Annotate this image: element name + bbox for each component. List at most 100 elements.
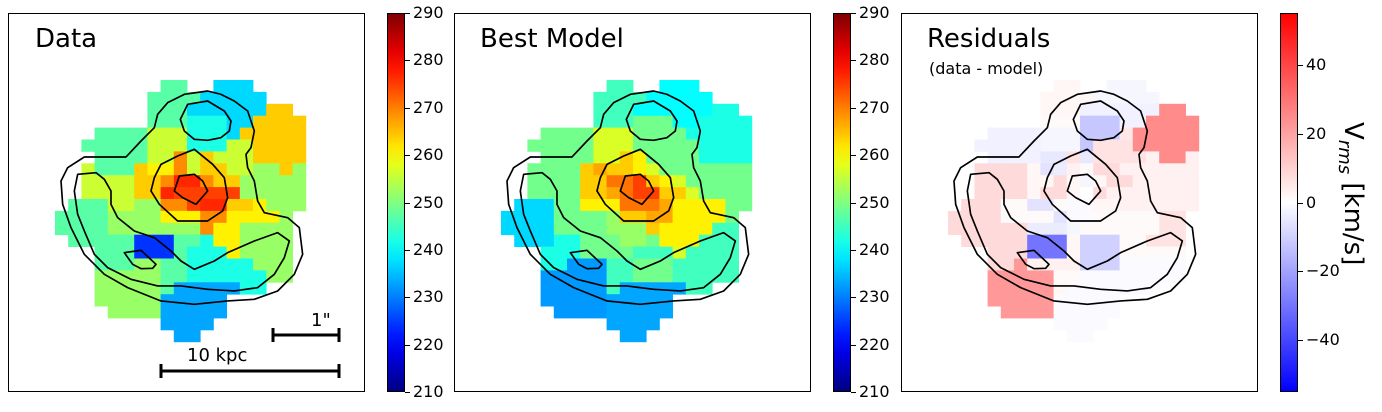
heatmap-cell <box>1000 139 1015 152</box>
heatmap-cell <box>619 318 634 331</box>
heatmap-cell <box>94 127 109 140</box>
heatmap-cell <box>593 139 607 152</box>
heatmap-cell <box>226 151 241 164</box>
heatmap-cell <box>725 163 739 176</box>
heatmap-cell <box>1119 258 1134 271</box>
heatmap-cell <box>540 234 555 247</box>
heatmap-cell <box>987 270 1002 283</box>
heatmap-cell <box>606 258 621 271</box>
heatmap-cell <box>540 139 555 152</box>
heatmap-cell <box>1172 151 1186 164</box>
heatmap-cell <box>187 139 201 152</box>
heatmap-cell <box>1053 151 1068 164</box>
heatmap-cell <box>213 294 227 307</box>
heatmap-cell <box>160 294 175 307</box>
heatmap-cell <box>567 127 581 140</box>
heatmap-cell <box>134 246 148 259</box>
arcsec-scalebar-label: 1" <box>311 310 331 331</box>
heatmap-cell <box>1080 175 1094 188</box>
heatmap-cell <box>213 258 227 271</box>
heatmap-cell <box>200 318 214 331</box>
heatmap-cell <box>619 151 634 164</box>
panel-title: Residuals <box>927 24 1051 54</box>
colorbar-tick-label: 290 <box>413 3 444 22</box>
heatmap-cell <box>633 222 647 236</box>
heatmap-cell <box>1119 103 1134 117</box>
heatmap-cell <box>633 318 647 331</box>
heatmap-cell <box>567 234 581 247</box>
heatmap-cell <box>1159 199 1173 212</box>
heatmap-cell <box>173 246 188 259</box>
heatmap-cell <box>1132 222 1147 236</box>
heatmap-cell <box>1159 222 1173 236</box>
scalebars <box>159 328 341 378</box>
colorbar-tick-mark <box>405 392 410 393</box>
heatmap-cell <box>1040 270 1054 283</box>
colorbar-tick-mark <box>405 344 410 346</box>
heatmap-cell <box>699 210 713 224</box>
heatmap-cell <box>659 270 673 283</box>
heatmap-cell <box>987 234 1002 247</box>
heatmap-cell <box>659 115 673 128</box>
heatmap-cell <box>606 294 621 307</box>
heatmap-cell <box>540 199 555 212</box>
heatmap-cell <box>1053 187 1068 200</box>
heatmap-cell <box>226 175 241 188</box>
heatmap-cell <box>160 246 175 259</box>
heatmap-cell <box>672 187 687 200</box>
heatmap-cell <box>121 139 135 152</box>
heatmap-cell <box>121 306 135 319</box>
heatmap-cell <box>266 234 280 247</box>
panel-subtitle: (data - model) <box>929 59 1044 78</box>
heatmap-cell <box>619 199 634 212</box>
heatmap-cell <box>1119 80 1134 93</box>
heatmap-cell <box>213 270 227 283</box>
heatmap-cell <box>55 222 69 236</box>
heatmap-cell <box>738 199 753 212</box>
heatmap-cell <box>633 234 647 247</box>
heatmap-cell <box>1172 222 1186 236</box>
heatmap-cell <box>68 222 82 236</box>
heatmap-cell <box>1053 175 1068 188</box>
heatmap-cell <box>1040 91 1054 105</box>
heatmap-cell <box>580 139 594 152</box>
heatmap-cell <box>672 210 687 224</box>
heatmap-cell <box>987 199 1002 212</box>
heatmap-cell <box>292 187 307 200</box>
heatmap-cell <box>253 282 267 295</box>
heatmap-cell <box>292 151 307 164</box>
heatmap-cell <box>226 199 241 212</box>
heatmap-cell <box>659 163 673 176</box>
heatmap-cell <box>160 175 175 188</box>
heatmap-cell <box>567 139 581 152</box>
heatmap-cell <box>685 80 700 93</box>
heatmap-cell <box>1185 151 1200 164</box>
heatmap-cell <box>633 115 647 128</box>
heatmap-cell <box>134 306 148 319</box>
heatmap-cell <box>226 234 241 247</box>
heatmap-cell <box>685 127 700 140</box>
model-heatmap <box>501 80 753 343</box>
heatmap-cell <box>1106 127 1120 140</box>
heatmap-cell <box>567 222 581 236</box>
heatmap-cell <box>553 306 568 319</box>
heatmap-cell <box>1146 151 1160 164</box>
heatmap-cell <box>107 139 122 152</box>
heatmap-cell <box>961 199 975 212</box>
heatmap-cell <box>659 222 673 236</box>
heatmap-cell <box>1040 306 1054 319</box>
heatmap-cell <box>1066 199 1081 212</box>
heatmap-cell <box>1159 270 1173 283</box>
heatmap-cell <box>147 222 161 236</box>
contours <box>455 14 812 393</box>
heatmap-cell <box>213 234 227 247</box>
heatmap-cell <box>1066 234 1081 247</box>
colorbar-tick-mark <box>851 344 856 346</box>
heatmap-cell <box>1066 246 1081 259</box>
heatmap-cell <box>1000 175 1015 188</box>
heatmap-cell <box>1000 222 1015 236</box>
heatmap-cell <box>1146 127 1160 140</box>
heatmap-cell <box>553 294 568 307</box>
heatmap-cell <box>514 199 528 212</box>
heatmap-cell <box>685 234 700 247</box>
